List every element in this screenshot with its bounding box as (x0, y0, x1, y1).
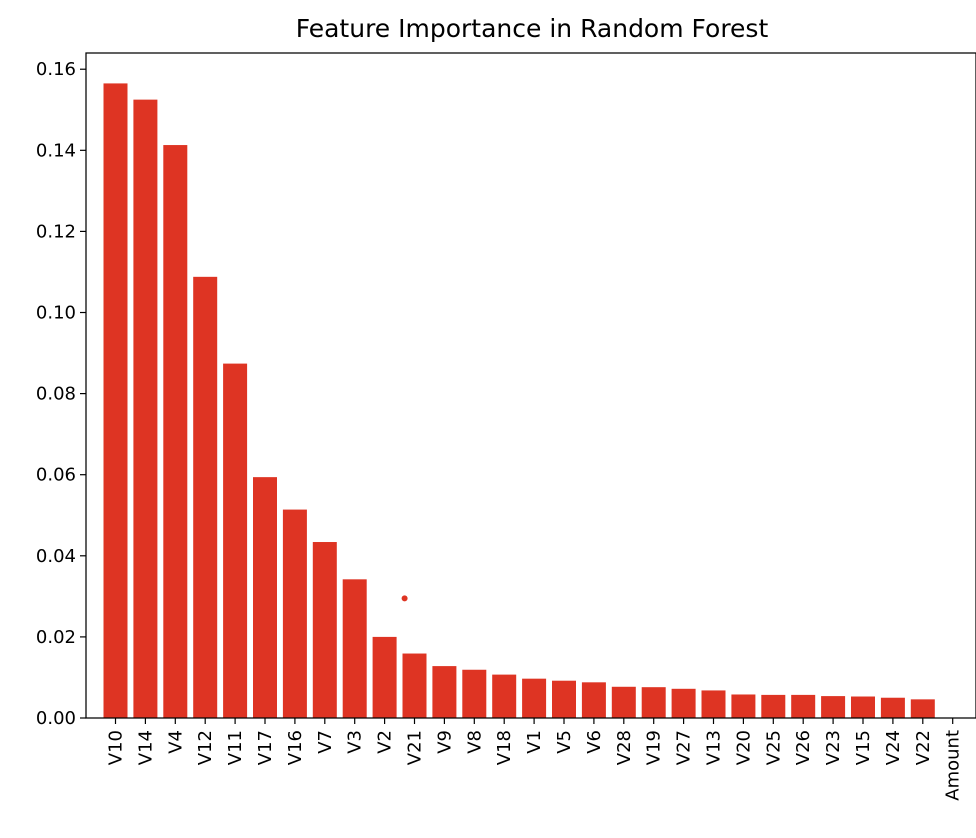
x-tick-label: V13 (704, 730, 725, 765)
y-tick-label: 0.00 (36, 708, 76, 729)
bar-v4 (163, 145, 188, 719)
y-tick-label: 0.14 (36, 140, 76, 161)
bar-v14 (133, 99, 158, 718)
y-tick-label: 0.04 (36, 546, 76, 567)
y-tick-label: 0.16 (36, 59, 76, 80)
x-tick-label: V6 (584, 730, 605, 754)
x-tick-label: V18 (494, 730, 515, 765)
bar-v19 (641, 687, 666, 718)
chart-title: Feature Importance in Random Forest (296, 14, 769, 43)
bar-v22 (910, 699, 935, 718)
bar-v23 (821, 696, 846, 718)
bar-v17 (253, 477, 277, 718)
x-tick-label: V4 (165, 730, 186, 754)
y-tick-label: 0.08 (36, 384, 76, 405)
x-tick-label: V23 (823, 730, 844, 765)
bar-v28 (611, 686, 636, 718)
x-tick-label: V7 (315, 730, 336, 754)
bar-v10 (103, 83, 128, 718)
x-tick-label: Amount (943, 730, 964, 801)
bar-v11 (223, 363, 248, 718)
x-tick-label: V1 (524, 730, 545, 754)
bar-v20 (731, 694, 756, 718)
bar-v13 (701, 690, 726, 718)
x-tick-label: V8 (464, 730, 485, 754)
x-tick-label: V25 (763, 730, 784, 765)
bar-v5 (552, 680, 576, 718)
x-axis: V10 V14 V4 V12 V11 V17 V16 V7 V3 V2 V21 V9 V8 V18 V1 V5… (106, 718, 964, 801)
x-tick-label: V2 (375, 730, 396, 754)
x-tick-label: V17 (255, 730, 276, 765)
y-tick-label: 0.10 (36, 303, 76, 324)
bar-v3 (342, 579, 367, 718)
x-tick-label: V11 (225, 730, 246, 765)
x-tick-label: V20 (733, 730, 754, 765)
bar-v9 (432, 666, 457, 718)
bar-v2 (372, 636, 397, 718)
x-tick-label: V3 (345, 730, 366, 754)
y-tick-label: 0.12 (36, 221, 76, 242)
bar-v16 (282, 509, 307, 718)
bar-v7 (312, 542, 337, 718)
bar-v26 (791, 694, 816, 718)
bar-v24 (880, 697, 905, 718)
annotations-group (401, 595, 408, 602)
y-tick-label: 0.06 (36, 465, 76, 486)
x-tick-label: V28 (614, 730, 635, 765)
x-tick-label: V22 (913, 730, 934, 765)
y-axis: 0.00 0.02 0.04 0.06 0.08 0.10 0.12 0.14 0.16 (36, 59, 86, 729)
bars-group (103, 83, 935, 719)
x-tick-label: V15 (853, 730, 874, 765)
bar-v1 (522, 678, 547, 718)
x-tick-label: V10 (106, 730, 127, 765)
annotation-point (401, 595, 408, 602)
y-tick-label: 0.02 (36, 627, 76, 648)
bar-v27 (671, 688, 696, 718)
bar-v15 (851, 696, 875, 718)
bar-v8 (462, 669, 487, 718)
x-tick-label: V5 (554, 730, 575, 754)
bar-v21 (402, 653, 427, 718)
x-tick-label: V26 (793, 730, 814, 765)
plot-frame (85, 52, 976, 719)
x-tick-label: V9 (434, 730, 455, 754)
bar-v12 (193, 276, 218, 718)
x-tick-label: V14 (135, 730, 156, 765)
x-tick-label: V19 (644, 730, 665, 765)
bar-v25 (761, 694, 786, 718)
x-tick-label: V16 (285, 730, 306, 765)
x-tick-label: V21 (405, 730, 426, 765)
x-tick-label: V27 (674, 730, 695, 765)
bar-v6 (581, 682, 606, 718)
x-tick-label: V24 (883, 730, 904, 765)
x-tick-label: V12 (195, 730, 216, 765)
bar-v18 (492, 674, 517, 718)
